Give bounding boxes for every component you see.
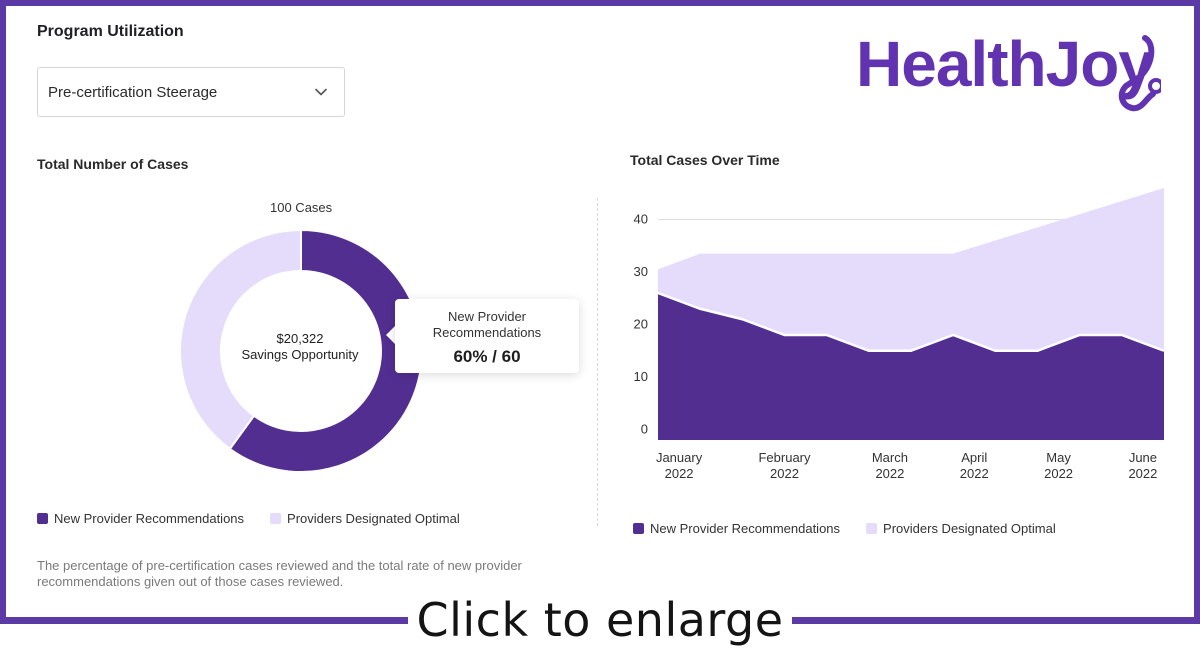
y-tick-label: 30 bbox=[634, 264, 648, 279]
x-tick-label: February bbox=[758, 450, 811, 465]
x-tick-label-year: 2022 bbox=[770, 466, 799, 481]
x-tick-label-year: 2022 bbox=[665, 466, 694, 481]
donut-total-label: 100 Cases bbox=[270, 200, 333, 215]
savings-value: $20,322 bbox=[276, 331, 324, 346]
legend-item-new-provider[interactable]: New Provider Recommendations bbox=[633, 521, 840, 536]
click-to-enlarge-text: Click to enlarge bbox=[416, 593, 784, 647]
legend-item-optimal[interactable]: Providers Designated Optimal bbox=[270, 511, 460, 526]
savings-label: Savings Opportunity bbox=[241, 347, 359, 362]
legend-item-new-provider[interactable]: New Provider Recommendations bbox=[37, 511, 244, 526]
area-series-new-provider bbox=[658, 293, 1164, 440]
legend-label: Providers Designated Optimal bbox=[287, 511, 460, 526]
legend-swatch-dark bbox=[633, 523, 644, 534]
legend-swatch-dark bbox=[37, 513, 48, 524]
legend-label: Providers Designated Optimal bbox=[883, 521, 1056, 536]
donut-footnote: The percentage of pre-certification case… bbox=[37, 558, 522, 589]
chevron-down-icon bbox=[315, 88, 327, 96]
area-legend: New Provider Recommendations Providers D… bbox=[633, 521, 1082, 536]
legend-swatch-light bbox=[270, 513, 282, 524]
tooltip-value: 60% / 60 bbox=[453, 347, 521, 366]
donut-section-title: Total Number of Cases bbox=[37, 156, 189, 172]
y-tick-label: 10 bbox=[634, 369, 648, 384]
x-tick-label: May bbox=[1046, 450, 1071, 465]
y-tick-label: 0 bbox=[641, 422, 648, 437]
program-select-value: Pre-certification Steerage bbox=[48, 83, 218, 101]
donut-tooltip: New Provider Recommendations 60% / 60 bbox=[395, 299, 579, 373]
legend-label: New Provider Recommendations bbox=[54, 511, 245, 526]
donut-legend: New Provider Recommendations Providers D… bbox=[37, 511, 486, 526]
area-chart: 010203040January2022February2022March202… bbox=[634, 188, 1165, 481]
area-section-title: Total Cases Over Time bbox=[630, 152, 780, 168]
logo-text: HealthJoy bbox=[856, 28, 1154, 100]
donut-center-text: $20,322 Savings Opportunity bbox=[222, 331, 378, 363]
x-tick-label-year: 2022 bbox=[1128, 466, 1157, 481]
legend-item-optimal[interactable]: Providers Designated Optimal bbox=[866, 521, 1056, 536]
x-tick-label-year: 2022 bbox=[875, 466, 904, 481]
tooltip-line2: Recommendations bbox=[432, 325, 542, 340]
x-tick-label-year: 2022 bbox=[960, 466, 989, 481]
legend-swatch-light bbox=[866, 523, 878, 534]
program-select[interactable]: Pre-certification Steerage bbox=[37, 67, 345, 117]
x-tick-label: April bbox=[961, 450, 987, 465]
tooltip-arrow bbox=[386, 326, 395, 344]
page-title: Program Utilization bbox=[37, 23, 184, 40]
series-boundary-line bbox=[657, 291, 1165, 352]
click-to-enlarge-link[interactable]: Click to enlarge bbox=[408, 594, 792, 650]
tooltip-line1: New Provider bbox=[447, 309, 527, 324]
panel-divider bbox=[597, 198, 598, 526]
x-tick-label: March bbox=[872, 450, 908, 465]
legend-label: New Provider Recommendations bbox=[650, 521, 841, 536]
y-tick-label: 20 bbox=[634, 317, 648, 332]
x-tick-label: January bbox=[656, 450, 703, 465]
x-tick-label-year: 2022 bbox=[1044, 466, 1073, 481]
y-tick-label: 40 bbox=[634, 212, 648, 227]
donut-slice-1[interactable] bbox=[180, 230, 302, 451]
x-tick-label: June bbox=[1129, 450, 1157, 465]
healthjoy-logo: HealthJoy bbox=[856, 28, 1161, 112]
